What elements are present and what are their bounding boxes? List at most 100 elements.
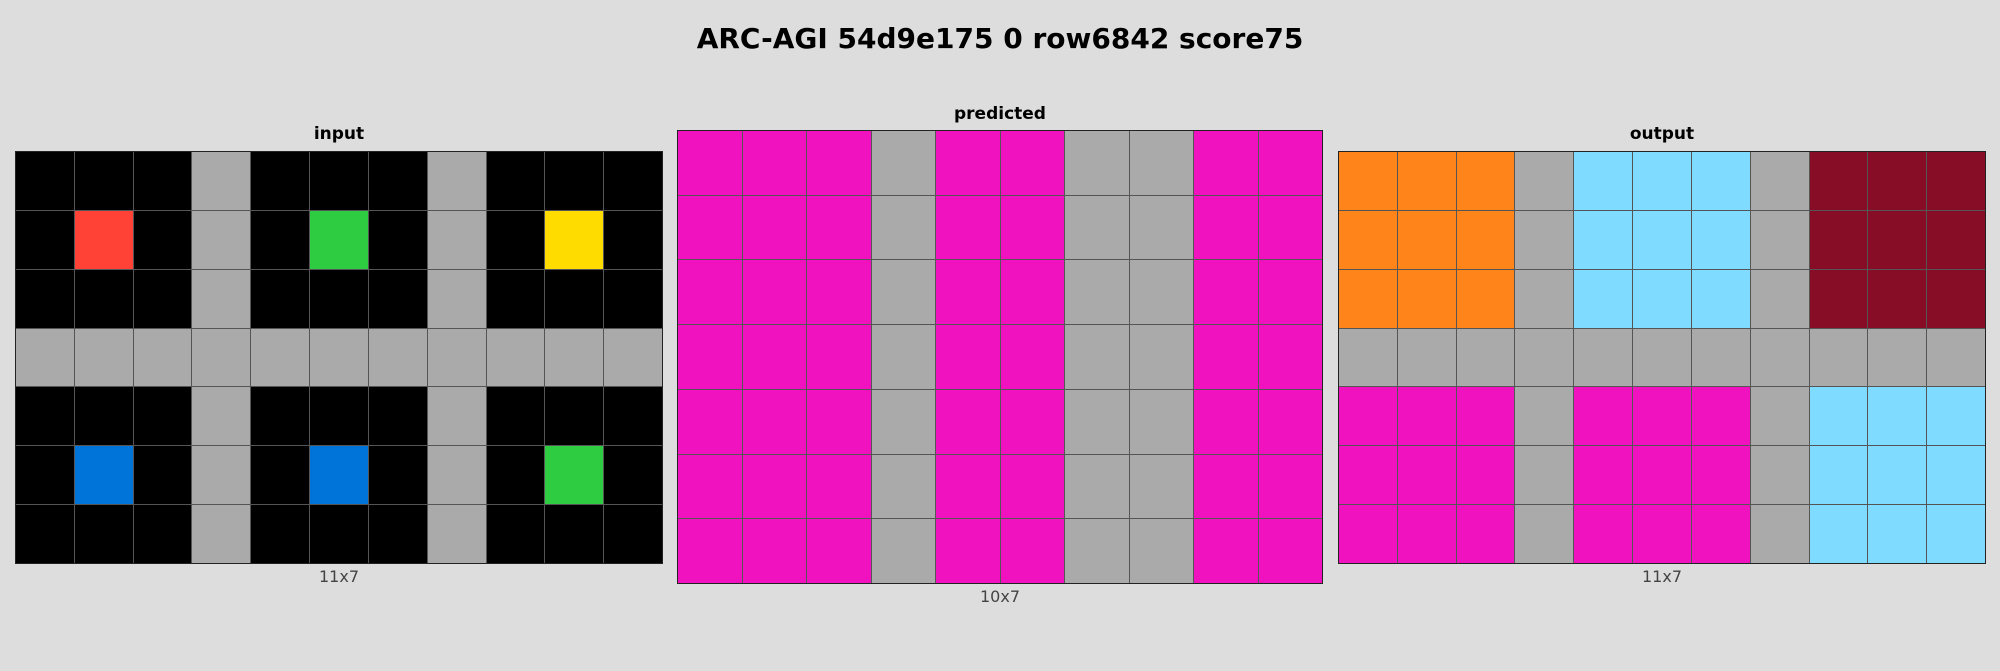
grid-cell <box>1397 328 1456 387</box>
grid-cell <box>678 519 742 583</box>
grid-cell <box>742 195 806 260</box>
grid-cell <box>310 446 368 505</box>
grid-cell <box>871 131 935 195</box>
grid-cell <box>1927 269 1985 328</box>
grid-cell <box>604 269 662 328</box>
grid-cell <box>1633 387 1691 446</box>
grid-cell <box>1000 260 1064 325</box>
grid-cell <box>604 446 662 505</box>
grid-cell <box>427 446 486 505</box>
grid-cell <box>368 387 427 446</box>
grid-cell <box>742 519 806 583</box>
grid-cell <box>133 269 192 328</box>
grid-cell <box>936 389 1000 454</box>
grid-cell <box>1397 446 1456 505</box>
grid-cell <box>1000 131 1064 195</box>
grid-cell <box>1809 328 1868 387</box>
grid-cell <box>1194 454 1258 519</box>
input-panel: input 11x7 <box>15 124 663 594</box>
grid-cell <box>1515 505 1574 563</box>
grid-cell <box>310 152 368 210</box>
grid-cell <box>251 328 310 387</box>
grid-cell <box>74 152 133 210</box>
grid-cell <box>486 210 545 269</box>
grid-cell <box>1456 269 1515 328</box>
grid-cell <box>678 260 742 325</box>
grid-cell <box>486 269 545 328</box>
grid-cell <box>807 260 871 325</box>
output-dims-label: 11x7 <box>1641 567 1682 586</box>
grid-cell <box>807 454 871 519</box>
grid-cell <box>133 446 192 505</box>
grid-cell <box>604 210 662 269</box>
grid-cell <box>192 505 251 563</box>
grid-cell <box>16 446 74 505</box>
grid-cell <box>251 505 310 563</box>
grid-cell <box>1515 446 1574 505</box>
grid-cell <box>427 269 486 328</box>
grid-cell <box>1691 152 1750 210</box>
grid-cell <box>16 152 74 210</box>
grid-cell <box>1868 446 1927 505</box>
grid-cell <box>1339 152 1397 210</box>
grid-cell <box>1750 387 1809 446</box>
grid-cell <box>1633 210 1691 269</box>
grid-cell <box>1574 152 1633 210</box>
grid-cell <box>427 210 486 269</box>
grid-cell <box>310 210 368 269</box>
grid-cell <box>486 387 545 446</box>
grid-cell <box>16 269 74 328</box>
grid-cell <box>1065 325 1129 389</box>
grid-cell <box>192 210 251 269</box>
grid-cell <box>133 210 192 269</box>
grid-cell <box>1129 519 1193 583</box>
grid-cell <box>936 519 1000 583</box>
grid-cell <box>251 387 310 446</box>
grid-cell <box>1194 195 1258 260</box>
predicted-panel: predicted 10x7 <box>677 104 1323 614</box>
grid-cell <box>486 505 545 563</box>
grid-cell <box>871 519 935 583</box>
grid-cell <box>1868 328 1927 387</box>
grid-cell <box>1574 446 1633 505</box>
grid-cell <box>192 387 251 446</box>
grid-cell <box>1000 325 1064 389</box>
grid-cell <box>368 152 427 210</box>
grid-cell <box>871 260 935 325</box>
output-grid <box>1338 151 1986 564</box>
grid-cell <box>1750 152 1809 210</box>
grid-cell <box>1633 505 1691 563</box>
grid-cell <box>807 389 871 454</box>
page-title: ARC-AGI 54d9e175 0 row6842 score75 <box>696 22 1304 55</box>
grid-cell <box>807 325 871 389</box>
input-grid <box>15 151 663 564</box>
predicted-grid <box>677 130 1323 584</box>
grid-cell <box>192 328 251 387</box>
grid-cell <box>1339 446 1397 505</box>
grid-cell <box>1194 325 1258 389</box>
grid-cell <box>486 152 545 210</box>
grid-cell <box>1397 505 1456 563</box>
grid-cell <box>604 505 662 563</box>
grid-cell <box>1809 152 1868 210</box>
grid-cell <box>310 269 368 328</box>
grid-cell <box>1129 260 1193 325</box>
grid-cell <box>1691 269 1750 328</box>
grid-cell <box>1927 446 1985 505</box>
grid-cell <box>1515 210 1574 269</box>
grid-cell <box>1750 269 1809 328</box>
grid-cell <box>742 389 806 454</box>
grid-cell <box>1194 260 1258 325</box>
grid-cell <box>1339 210 1397 269</box>
grid-cell <box>1129 131 1193 195</box>
grid-cell <box>16 328 74 387</box>
grid-cell <box>871 195 935 260</box>
grid-cell <box>545 387 604 446</box>
grid-cell <box>1515 152 1574 210</box>
grid-cell <box>310 505 368 563</box>
grid-cell <box>1000 195 1064 260</box>
grid-cell <box>1065 260 1129 325</box>
grid-cell <box>192 152 251 210</box>
grid-cell <box>807 519 871 583</box>
grid-cell <box>1194 519 1258 583</box>
